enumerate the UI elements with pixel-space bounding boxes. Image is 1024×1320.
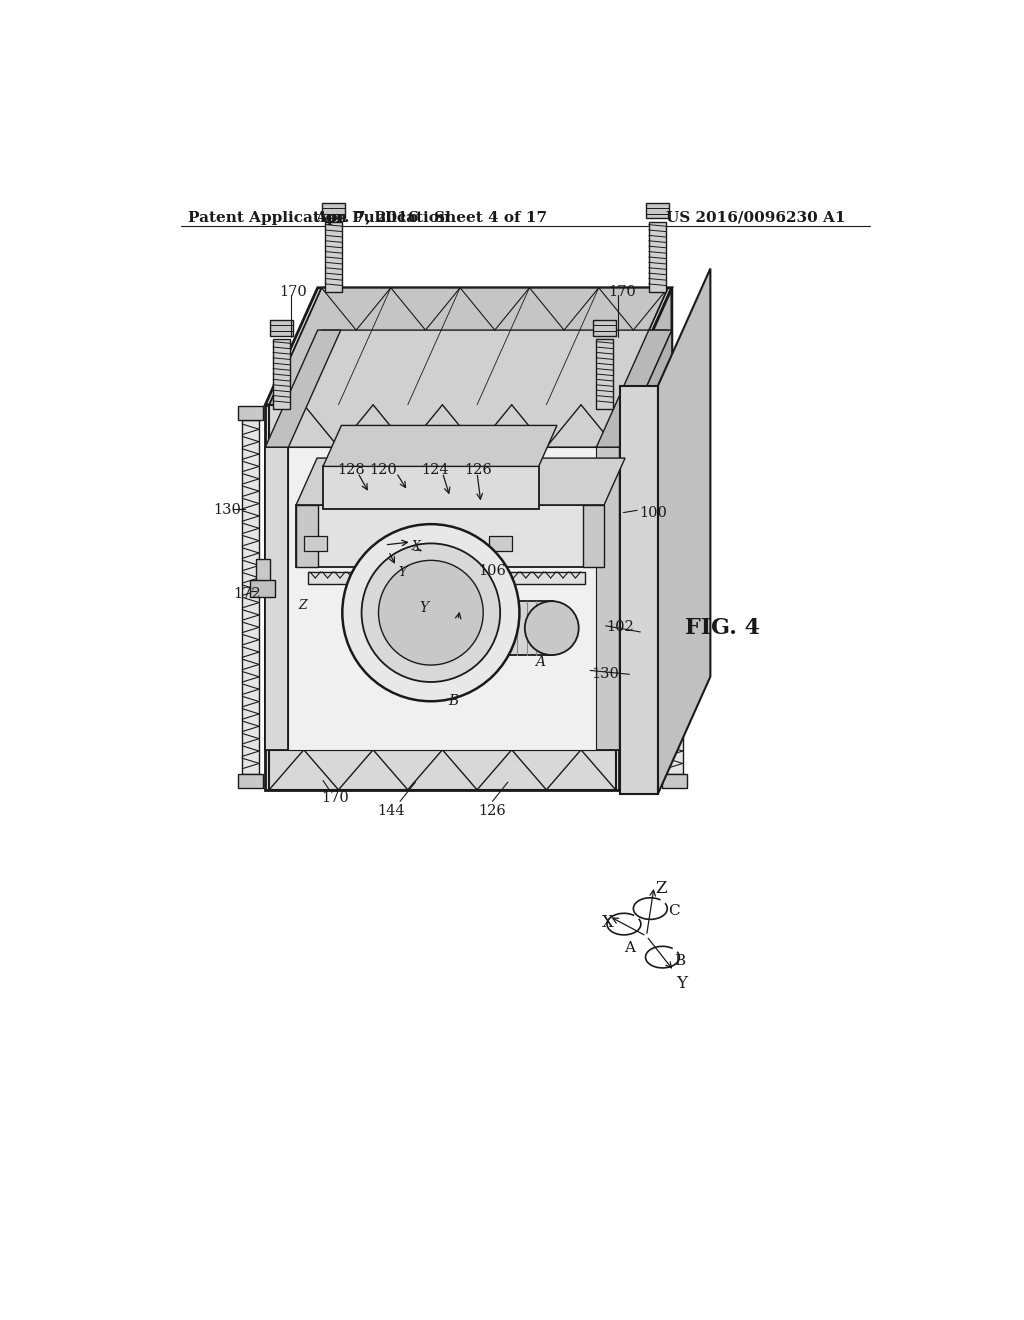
- Text: B: B: [447, 693, 458, 708]
- Text: US 2016/0096230 A1: US 2016/0096230 A1: [666, 211, 845, 224]
- Text: 130: 130: [591, 667, 618, 681]
- Text: 172: 172: [233, 587, 260, 602]
- Bar: [631, 420, 648, 775]
- Text: FIG. 4: FIG. 4: [685, 616, 760, 639]
- Text: X: X: [412, 540, 421, 553]
- Text: Y: Y: [419, 601, 428, 615]
- Bar: [250, 581, 274, 597]
- Polygon shape: [265, 288, 672, 405]
- Polygon shape: [265, 405, 620, 789]
- Text: →: →: [413, 546, 422, 557]
- Bar: [243, 420, 259, 775]
- Polygon shape: [323, 425, 557, 466]
- Bar: [289, 447, 596, 750]
- Bar: [596, 339, 613, 409]
- Bar: [326, 222, 342, 292]
- Text: 100: 100: [639, 507, 667, 520]
- Bar: [628, 407, 652, 420]
- Bar: [273, 339, 290, 409]
- Text: 128: 128: [337, 462, 365, 477]
- Bar: [323, 203, 345, 219]
- Text: A: A: [535, 655, 545, 669]
- Text: 170: 170: [322, 792, 349, 805]
- Bar: [265, 447, 289, 750]
- Text: 124: 124: [421, 462, 449, 477]
- Bar: [296, 506, 604, 566]
- Text: 102: 102: [606, 620, 634, 635]
- Polygon shape: [269, 288, 668, 405]
- Circle shape: [379, 560, 483, 665]
- Text: 170: 170: [280, 285, 307, 300]
- Text: 126: 126: [478, 804, 506, 817]
- Bar: [646, 203, 669, 219]
- Bar: [296, 506, 317, 566]
- Bar: [583, 506, 604, 566]
- Bar: [304, 536, 327, 552]
- Text: 144: 144: [377, 804, 404, 817]
- Circle shape: [361, 544, 500, 682]
- Bar: [269, 405, 615, 447]
- Text: B: B: [674, 954, 685, 968]
- Polygon shape: [620, 330, 672, 750]
- Text: 170: 170: [608, 285, 636, 300]
- Bar: [662, 775, 686, 788]
- Bar: [620, 385, 658, 793]
- Text: 106: 106: [478, 564, 507, 578]
- Text: 120: 120: [370, 462, 397, 477]
- Bar: [323, 466, 539, 508]
- Bar: [628, 775, 652, 788]
- Text: Y: Y: [677, 975, 687, 993]
- Bar: [593, 321, 616, 335]
- Text: Apr. 7, 2016   Sheet 4 of 17: Apr. 7, 2016 Sheet 4 of 17: [314, 211, 547, 224]
- Bar: [256, 558, 270, 586]
- Bar: [270, 321, 293, 335]
- Bar: [269, 750, 615, 789]
- Text: A: A: [624, 941, 635, 956]
- Bar: [464, 601, 553, 655]
- Polygon shape: [265, 330, 341, 447]
- Circle shape: [524, 601, 579, 655]
- Polygon shape: [658, 268, 711, 793]
- Bar: [488, 536, 512, 552]
- Bar: [662, 407, 686, 420]
- Polygon shape: [596, 330, 672, 447]
- Text: Z: Z: [298, 599, 307, 612]
- Text: Y: Y: [398, 566, 407, 579]
- Polygon shape: [296, 458, 625, 506]
- Text: X: X: [601, 913, 613, 931]
- Text: Patent Application Publication: Patent Application Publication: [188, 211, 451, 224]
- Text: 130: 130: [214, 503, 242, 517]
- Bar: [307, 572, 585, 585]
- Polygon shape: [620, 288, 672, 789]
- Text: Z: Z: [655, 880, 668, 896]
- Bar: [239, 407, 263, 420]
- Circle shape: [342, 524, 519, 701]
- Bar: [649, 222, 666, 292]
- Text: C: C: [668, 904, 680, 917]
- Polygon shape: [269, 632, 668, 750]
- Bar: [596, 447, 620, 750]
- Bar: [239, 775, 263, 788]
- Polygon shape: [269, 330, 668, 447]
- Text: 126: 126: [465, 462, 493, 477]
- Bar: [666, 420, 683, 775]
